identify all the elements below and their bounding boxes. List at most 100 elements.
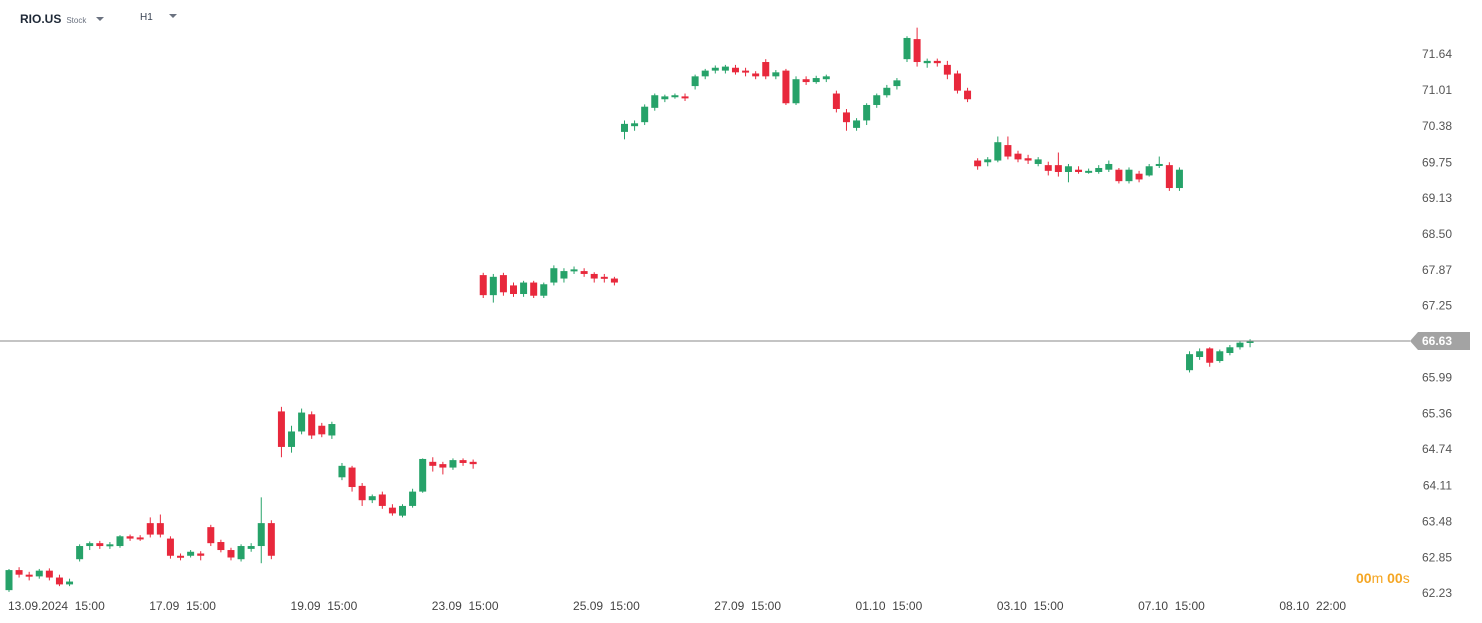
candle[interactable]	[671, 93, 679, 99]
candle[interactable]	[1125, 167, 1133, 184]
candle[interactable]	[126, 534, 134, 541]
candle[interactable]	[156, 514, 164, 538]
candle[interactable]	[792, 76, 800, 105]
candle[interactable]	[994, 136, 1002, 163]
candle[interactable]	[86, 541, 94, 551]
candle[interactable]	[853, 118, 861, 131]
candle[interactable]	[1155, 156, 1163, 168]
candle[interactable]	[136, 535, 144, 541]
candle[interactable]	[277, 406, 285, 458]
candle[interactable]	[550, 265, 558, 286]
candle[interactable]	[1014, 150, 1022, 163]
candle[interactable]	[1206, 347, 1214, 367]
candle[interactable]	[1165, 162, 1173, 191]
candle[interactable]	[489, 273, 497, 303]
candle[interactable]	[731, 64, 739, 75]
candle[interactable]	[35, 568, 43, 579]
candle[interactable]	[1246, 339, 1254, 348]
symbol-selector[interactable]: RIO.US Stock	[20, 12, 105, 26]
candle[interactable]	[207, 524, 215, 547]
candle[interactable]	[1085, 168, 1093, 174]
candle[interactable]	[1054, 152, 1062, 177]
candle[interactable]	[197, 551, 205, 561]
candle[interactable]	[358, 483, 366, 506]
candle[interactable]	[822, 74, 830, 83]
candle[interactable]	[1226, 344, 1234, 356]
candle[interactable]	[590, 272, 598, 283]
candle[interactable]	[964, 87, 972, 103]
candle[interactable]	[812, 75, 820, 84]
candle[interactable]	[560, 268, 568, 283]
candle[interactable]	[943, 60, 951, 80]
candle[interactable]	[429, 457, 437, 472]
candle[interactable]	[1186, 351, 1194, 373]
candle[interactable]	[1196, 348, 1204, 360]
candle[interactable]	[620, 120, 628, 140]
candle[interactable]	[25, 571, 33, 581]
candle[interactable]	[1024, 154, 1032, 164]
candle[interactable]	[893, 78, 901, 90]
candle[interactable]	[974, 158, 982, 170]
candle[interactable]	[903, 36, 911, 63]
candle[interactable]	[247, 543, 255, 552]
candle[interactable]	[1105, 160, 1113, 172]
candle[interactable]	[267, 520, 275, 560]
candle[interactable]	[832, 90, 840, 113]
candle[interactable]	[782, 68, 790, 105]
candle[interactable]	[631, 120, 639, 131]
candle[interactable]	[55, 574, 63, 587]
candle[interactable]	[742, 67, 750, 77]
candle[interactable]	[711, 65, 719, 74]
timeframe-selector[interactable]: H1	[140, 12, 177, 23]
candle[interactable]	[1145, 163, 1153, 177]
candle[interactable]	[439, 461, 447, 475]
candle[interactable]	[1135, 170, 1143, 183]
candle[interactable]	[166, 536, 174, 559]
candle[interactable]	[1236, 340, 1244, 350]
candle[interactable]	[721, 64, 729, 74]
candle[interactable]	[1175, 167, 1183, 191]
candle[interactable]	[923, 58, 931, 68]
candle[interactable]	[530, 280, 538, 299]
candle[interactable]	[298, 408, 306, 435]
candle[interactable]	[378, 491, 386, 509]
candle[interactable]	[661, 94, 669, 103]
candle[interactable]	[752, 71, 760, 80]
candle[interactable]	[580, 268, 588, 277]
candle[interactable]	[479, 272, 487, 299]
candle[interactable]	[318, 422, 326, 438]
price-axis[interactable]: 71.64 71.01 70.38 69.75 69.13 68.50 67.87 67.25…	[1422, 47, 1452, 600]
candle[interactable]	[308, 411, 316, 439]
candle[interactable]	[146, 517, 154, 538]
candle[interactable]	[863, 103, 871, 126]
candle[interactable]	[1004, 136, 1012, 160]
candle[interactable]	[1034, 157, 1042, 167]
candle[interactable]	[227, 547, 235, 561]
candle[interactable]	[802, 76, 810, 85]
candle[interactable]	[15, 567, 23, 578]
candle[interactable]	[1115, 167, 1123, 184]
candle[interactable]	[106, 542, 114, 549]
candle[interactable]	[600, 273, 608, 283]
candle[interactable]	[1216, 349, 1224, 363]
candle[interactable]	[1095, 165, 1103, 174]
candle[interactable]	[933, 58, 941, 67]
candle[interactable]	[288, 425, 296, 453]
candle[interactable]	[187, 550, 195, 558]
candle[interactable]	[1064, 163, 1072, 183]
candle[interactable]	[348, 465, 356, 492]
candle[interactable]	[681, 93, 689, 101]
candle[interactable]	[419, 458, 427, 493]
candle[interactable]	[772, 70, 780, 80]
candle[interactable]	[883, 84, 891, 98]
candle[interactable]	[469, 459, 477, 469]
candle[interactable]	[45, 568, 53, 581]
candle[interactable]	[257, 497, 265, 564]
candle[interactable]	[368, 494, 376, 504]
candle[interactable]	[338, 462, 346, 481]
candle[interactable]	[76, 544, 84, 562]
candle[interactable]	[691, 74, 699, 90]
candle[interactable]	[701, 68, 709, 80]
candle[interactable]	[873, 93, 881, 108]
